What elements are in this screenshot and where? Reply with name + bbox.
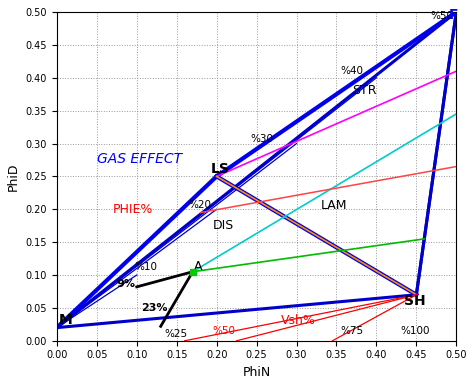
- Text: SH: SH: [404, 294, 426, 308]
- Text: LAM: LAM: [320, 199, 347, 212]
- Text: M: M: [58, 313, 72, 327]
- Text: A: A: [194, 260, 203, 273]
- Text: %50: %50: [213, 326, 236, 336]
- Text: %40: %40: [340, 66, 364, 76]
- Text: LS: LS: [211, 162, 230, 176]
- Text: %50: %50: [431, 10, 454, 20]
- Text: GAS EFFECT: GAS EFFECT: [97, 152, 182, 166]
- Text: %100: %100: [401, 326, 430, 336]
- Text: STR: STR: [353, 84, 377, 97]
- Text: %75: %75: [340, 326, 364, 336]
- Text: 23%: 23%: [141, 303, 167, 313]
- Text: PHIE%: PHIE%: [113, 203, 153, 215]
- Text: DIS: DIS: [213, 219, 234, 232]
- Text: %10: %10: [134, 262, 157, 272]
- Text: %30: %30: [250, 134, 273, 144]
- Text: %25: %25: [164, 330, 188, 340]
- Y-axis label: PhiD: PhiD: [7, 162, 20, 191]
- Text: 9%: 9%: [117, 279, 136, 289]
- Text: Vsh%: Vsh%: [281, 314, 315, 327]
- X-axis label: PhiN: PhiN: [243, 366, 271, 379]
- Text: F: F: [448, 8, 458, 22]
- Text: %20: %20: [189, 200, 212, 210]
